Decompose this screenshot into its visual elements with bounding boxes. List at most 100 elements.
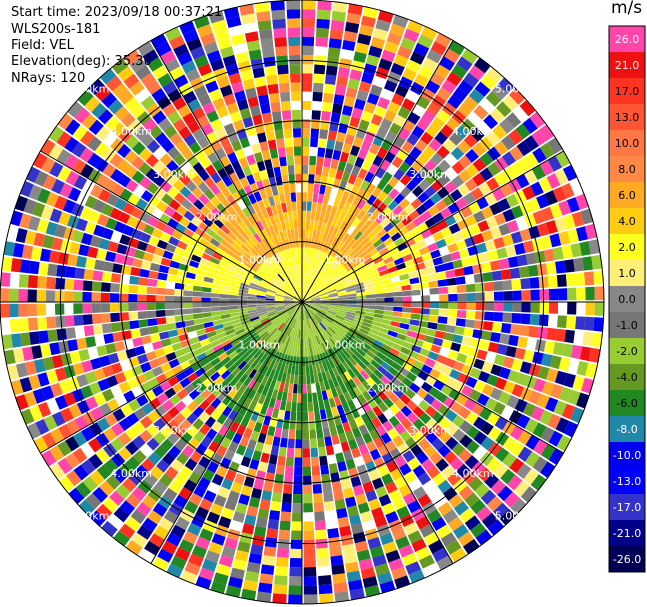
velocity-gate xyxy=(446,277,457,286)
velocity-gate xyxy=(303,548,316,559)
velocity-gate xyxy=(384,40,399,54)
colorbar-tick-label: 10.0 xyxy=(615,137,640,150)
velocity-gate xyxy=(73,314,84,326)
velocity-gate xyxy=(447,202,460,215)
velocity-gate xyxy=(415,546,431,561)
velocity-gate xyxy=(344,334,354,342)
velocity-gate xyxy=(232,432,243,445)
velocity-gate xyxy=(450,189,463,202)
velocity-gate xyxy=(303,283,305,293)
velocity-gate xyxy=(539,289,550,301)
velocity-gate xyxy=(367,93,380,105)
velocity-gate xyxy=(259,499,271,510)
velocity-gate xyxy=(346,331,356,340)
velocity-gate xyxy=(279,363,286,373)
velocity-gate xyxy=(311,383,317,393)
velocity-gate xyxy=(489,107,505,124)
velocity-gate xyxy=(258,394,266,405)
velocity-gate xyxy=(336,285,346,291)
velocity-gate xyxy=(461,257,472,267)
velocity-gate xyxy=(297,310,301,320)
velocity-gate xyxy=(360,370,370,380)
velocity-gate xyxy=(231,481,243,494)
velocity-gate xyxy=(348,329,358,337)
velocity-gate xyxy=(342,543,356,555)
velocity-gate xyxy=(564,259,575,273)
velocity-gate xyxy=(353,279,363,285)
velocity-gate xyxy=(331,226,339,237)
velocity-gate xyxy=(516,372,529,386)
velocity-gate xyxy=(130,266,141,277)
velocity-gate xyxy=(376,147,388,159)
velocity-gate xyxy=(383,292,394,298)
velocity-gate xyxy=(593,270,604,285)
velocity-gate xyxy=(373,313,384,319)
velocity-gate xyxy=(320,332,327,342)
velocity-gate xyxy=(286,155,294,166)
velocity-gate xyxy=(345,458,356,470)
velocity-gate xyxy=(296,329,300,339)
velocity-gate xyxy=(528,264,539,277)
velocity-gate xyxy=(348,419,358,430)
velocity-gate xyxy=(366,205,377,217)
velocity-gate xyxy=(336,330,345,339)
velocity-gate xyxy=(266,463,277,474)
velocity-gate xyxy=(450,547,467,563)
velocity-gate xyxy=(325,509,337,521)
velocity-gate xyxy=(285,456,294,467)
velocity-gate xyxy=(342,349,351,359)
velocity-gate xyxy=(313,220,319,231)
velocity-gate xyxy=(463,72,480,88)
velocity-gate xyxy=(272,360,279,371)
velocity-gate xyxy=(267,426,276,437)
colorbar-tick-label: -10.0 xyxy=(613,449,641,462)
velocity-gate xyxy=(357,394,367,405)
velocity-gate xyxy=(562,164,578,182)
velocity-gate xyxy=(539,409,553,426)
velocity-gate xyxy=(213,572,229,585)
velocity-gate xyxy=(156,317,167,325)
velocity-gate xyxy=(447,516,464,532)
velocity-gate xyxy=(281,502,292,513)
velocity-gate xyxy=(333,490,344,501)
velocity-gate xyxy=(358,444,369,456)
velocity-gate xyxy=(326,56,340,67)
velocity-gate xyxy=(305,228,310,239)
velocity-gate xyxy=(367,363,377,373)
velocity-gate xyxy=(447,350,459,361)
velocity-gate xyxy=(323,399,331,410)
velocity-gate xyxy=(408,271,419,279)
velocity-gate xyxy=(302,256,305,266)
velocity-gate xyxy=(304,347,308,357)
velocity-gate xyxy=(481,361,494,373)
velocity-gate xyxy=(351,408,361,419)
velocity-gate xyxy=(302,73,313,83)
velocity-gate xyxy=(167,329,179,338)
velocity-gate xyxy=(271,157,280,168)
velocity-gate xyxy=(314,314,322,323)
velocity-gate xyxy=(308,164,316,175)
velocity-gate xyxy=(29,260,40,275)
velocity-gate xyxy=(539,160,554,176)
velocity-gate xyxy=(329,546,343,557)
velocity-gate xyxy=(148,325,159,335)
velocity-gate xyxy=(320,222,327,233)
velocity-gate xyxy=(252,381,261,392)
velocity-gate xyxy=(309,328,314,338)
velocity-gate xyxy=(519,99,536,117)
velocity-gate xyxy=(372,134,385,147)
velocity-gate xyxy=(388,415,400,428)
velocity-gate xyxy=(328,306,339,310)
velocity-gate xyxy=(373,28,388,41)
velocity-gate xyxy=(316,240,322,250)
velocity-gate xyxy=(456,352,468,364)
velocity-gate xyxy=(244,514,257,526)
velocity-gate xyxy=(373,355,384,365)
velocity-gate xyxy=(393,168,405,181)
velocity-gate xyxy=(215,465,228,478)
velocity-gate xyxy=(348,467,359,479)
velocity-gate xyxy=(339,326,349,334)
velocity-gate xyxy=(437,372,449,384)
velocity-gate xyxy=(109,303,120,313)
velocity-gate xyxy=(515,216,528,230)
